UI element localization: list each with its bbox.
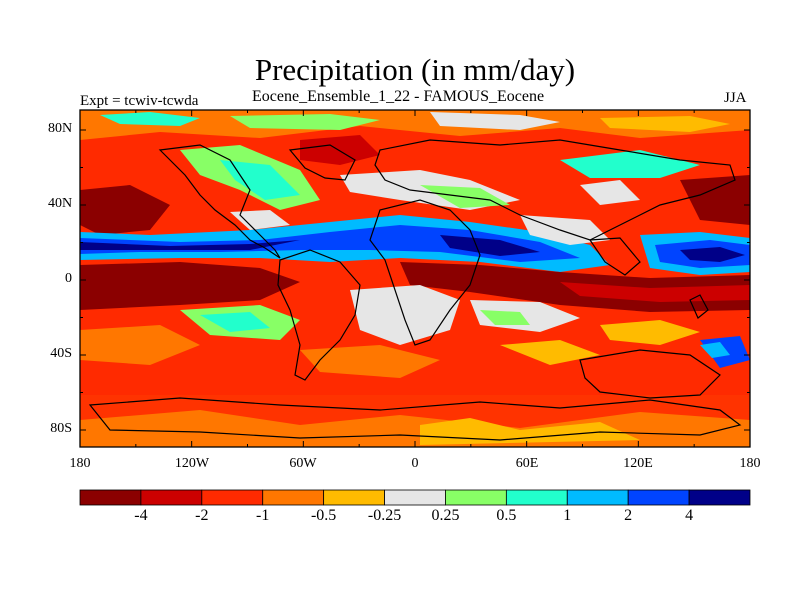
- colorbar-label: 4: [685, 507, 694, 524]
- colorbar-swatch: [79, 489, 142, 506]
- plot-title: Precipitation (in mm/day): [254, 52, 576, 87]
- lat-tick-label: 40S: [50, 346, 72, 361]
- field-sh-yellow: [600, 320, 700, 345]
- colorbar-label: -2: [195, 507, 209, 524]
- colorbar-label: -0.5: [310, 507, 337, 524]
- field-dry-ne: [680, 175, 750, 225]
- coast-eurasia: [374, 139, 736, 241]
- field-eq-wet-pacific-navy: [680, 247, 745, 262]
- field-eq-dry-west: [80, 262, 300, 310]
- lat-tick-label: 40N: [48, 196, 73, 211]
- colorbar-swatch: [140, 489, 203, 506]
- field-nh-grey-3: [520, 215, 610, 245]
- colorbar-label: -0.25: [367, 507, 402, 524]
- colorbar-label: 1: [563, 507, 572, 524]
- lat-tick-label: 0: [65, 271, 72, 286]
- lon-tick-label: 60W: [289, 456, 317, 471]
- colorbar-swatch: [201, 489, 264, 506]
- colorbar-swatch: [688, 489, 751, 506]
- ensemble-label: Eocene_Ensemble_1_22 - FAMOUS_Eocene: [252, 88, 545, 105]
- lon-tick-label: 0: [411, 456, 419, 471]
- colorbar-label: 0.5: [496, 507, 517, 524]
- colorbar-swatch: [627, 489, 690, 506]
- field-sh-yellow-2: [500, 340, 600, 365]
- colorbar-swatch: [566, 489, 629, 506]
- lat-tick-label: 80N: [48, 121, 73, 136]
- coast-africa: [369, 199, 481, 346]
- colorbar-label: 0.25: [431, 507, 460, 524]
- colorbar-label: 2: [624, 507, 633, 524]
- coastlines: [88, 139, 742, 441]
- lat-tick-label: 80S: [50, 421, 72, 436]
- field-sh-grey-1: [350, 285, 460, 345]
- coast-north-america: [158, 144, 281, 259]
- field-sh-orange-2: [300, 345, 440, 378]
- colorbar-swatch: [262, 489, 325, 506]
- coast-antarctica: [88, 397, 742, 441]
- lon-tick-label: 60E: [515, 456, 539, 471]
- field-eq-wet-blue: [80, 225, 580, 262]
- lon-tick-label: 120W: [174, 456, 210, 471]
- lon-tick-label: 120E: [623, 456, 653, 471]
- colorbar-swatch: [445, 489, 507, 506]
- field-north-yellow: [600, 116, 730, 132]
- coast-south-america: [277, 249, 361, 381]
- field-dry-n1: [300, 135, 380, 165]
- coast-new-zealand: [689, 294, 709, 319]
- field-nh-grey-4: [230, 210, 290, 230]
- map-field: [80, 110, 750, 447]
- coast-greenland: [288, 144, 356, 181]
- axis-ticks: [79, 110, 751, 447]
- field-nh-grey-2: [580, 180, 640, 205]
- colorbar-swatch: [384, 489, 446, 506]
- lon-tick-label: 180: [69, 456, 91, 471]
- colorbar-swatch: [505, 489, 568, 506]
- field-nh-teal-1: [220, 160, 300, 200]
- field-north-green-1: [230, 114, 380, 130]
- experiment-label: Expt = tcwiv-tcwda: [80, 93, 199, 109]
- field-sh-orange-1: [80, 325, 200, 365]
- lon-tick-label: 180: [739, 456, 761, 471]
- field-eq-wet-navy-1: [80, 240, 300, 250]
- colorbar-label: -1: [256, 507, 270, 524]
- colorbar-label: -4: [134, 507, 148, 524]
- colorbar: [79, 489, 751, 506]
- field-north-grey: [430, 112, 560, 130]
- field-dry-nw: [80, 185, 170, 235]
- field-north-teal-1: [100, 112, 200, 126]
- season-label: JJA: [724, 90, 747, 106]
- field-sh-green-2: [480, 310, 530, 325]
- coast-australia: [579, 349, 721, 399]
- field-sh-teal-1: [200, 312, 270, 332]
- field-eq-dry-east-inner: [560, 282, 750, 302]
- coast-india: [588, 237, 641, 276]
- colorbar-swatch: [323, 489, 385, 506]
- field-eq-wet-navy-2: [440, 235, 540, 256]
- field-sh-cyan: [700, 342, 730, 358]
